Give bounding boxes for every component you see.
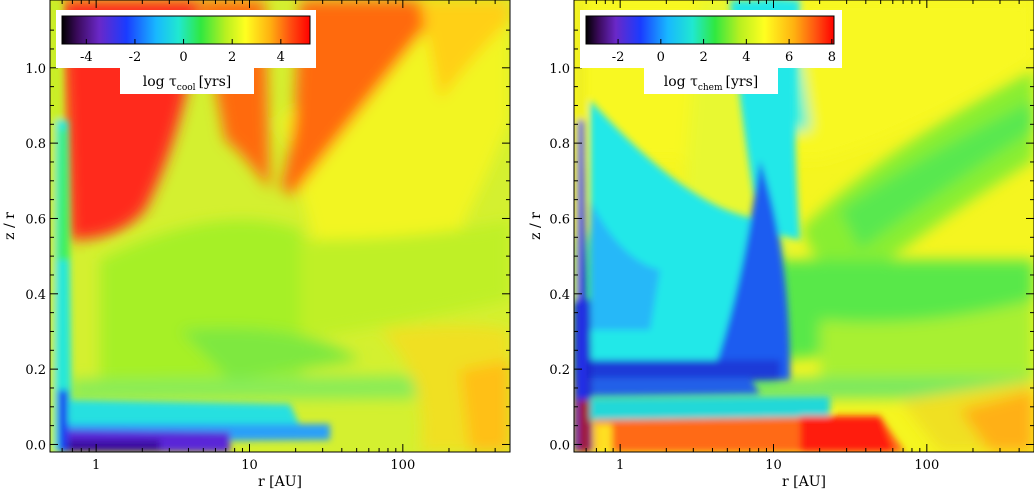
x-tick-label: 10	[765, 458, 782, 473]
colorbar-tick-label: -2	[129, 50, 142, 65]
colorbar-tick-label: 4	[277, 50, 285, 65]
x-ticks-left: 1 10 100	[49, 0, 511, 473]
y-ticks-left: 0.0 0.2 0.4 0.6 0.8 1.0	[25, 29, 510, 453]
y-ticks-right: 0.0 0.2 0.4 0.6 0.8 1.0	[549, 29, 1034, 453]
x-tick-label: 1	[92, 458, 100, 473]
colorbar-tick-label: -2	[612, 50, 625, 65]
y-axis-title-right: z / r	[528, 212, 544, 240]
colorbar-ticks-left: -4 -2 0 2 4	[80, 39, 285, 65]
x-tick-label: 100	[390, 458, 415, 473]
x-axis-title-right: r [AU]	[782, 474, 826, 490]
colorbar-tick-label: 2	[228, 50, 236, 65]
y-tick-label: 0.2	[25, 363, 46, 378]
x-ticks-right: 1 10 100	[573, 0, 1034, 473]
colorbar-label-right: log τchem [yrs]	[664, 74, 759, 93]
y-tick-label: 0.8	[25, 137, 46, 152]
y-tick-label: 0.8	[549, 137, 570, 152]
colorbar-right: -2 0 2 4 6 8 log τchem [yrs]	[580, 10, 842, 94]
x-tick-label: 1	[616, 458, 624, 473]
y-tick-label: 0.6	[549, 212, 570, 227]
y-tick-label: 0.2	[549, 363, 570, 378]
y-tick-label: 0.0	[549, 438, 570, 453]
colorbar-tick-label: -4	[80, 50, 93, 65]
colorbar-ticks-right: -2 0 2 4 6 8	[612, 39, 836, 65]
x-tick-label: 100	[914, 458, 939, 473]
colorbar-tick-label: 0	[657, 50, 665, 65]
y-axis-title-left: z / r	[2, 212, 18, 240]
y-tick-label: 0.4	[25, 288, 46, 303]
colorbar-tick-label: 2	[699, 50, 707, 65]
y-tick-label: 0.0	[25, 438, 46, 453]
x-tick-label: 10	[241, 458, 258, 473]
colorbar-tick-label: 6	[785, 50, 793, 65]
colorbar-left: -4 -2 0 2 4 log τcool [yrs]	[56, 10, 316, 94]
y-tick-label: 1.0	[25, 62, 46, 77]
y-tick-label: 1.0	[549, 62, 570, 77]
y-tick-label: 0.4	[549, 288, 570, 303]
x-axis-title-left: r [AU]	[258, 474, 302, 490]
colorbar-label-left: log τcool [yrs]	[143, 74, 232, 93]
cooling-time-panel: 1 10 100 0.0 0.2 0.4 0.6 0.8 1.0 r [AU] z / r -…	[2, 0, 511, 490]
y-tick-label: 0.6	[25, 212, 46, 227]
colorbar-tick-label: 4	[742, 50, 750, 65]
colorbar-tick-label: 8	[828, 50, 836, 65]
colorbar-tick-label: 0	[179, 50, 187, 65]
chemical-time-panel: 1 10 100 0.0 0.2 0.4 0.6 0.8 1.0 r [AU] z / r -…	[528, 0, 1034, 490]
